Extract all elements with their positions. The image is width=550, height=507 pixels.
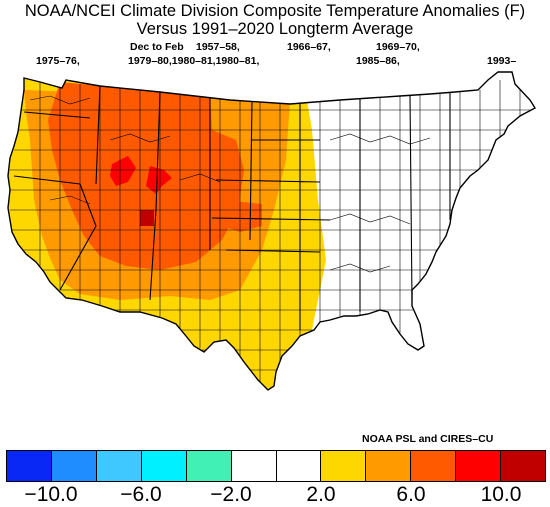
year-label: 1966–67, bbox=[287, 41, 331, 53]
division-borders bbox=[10, 80, 530, 382]
year-label: 1957–58, bbox=[196, 41, 240, 53]
anomaly-region bbox=[222, 200, 262, 232]
anomaly-region bbox=[48, 82, 244, 270]
year-label: 1979–80,1980–81,1980–81, bbox=[128, 55, 260, 67]
season-label: Dec to Feb bbox=[130, 41, 184, 53]
legend-tick-label: −10.0 bbox=[24, 483, 78, 506]
legend-swatch bbox=[501, 451, 546, 481]
legend-swatch bbox=[276, 451, 322, 481]
legend-swatch bbox=[7, 451, 52, 481]
map-title-line-1: NOAA/NCEI Climate Division Composite Tem… bbox=[24, 2, 526, 20]
us-outline bbox=[7, 71, 536, 391]
color-legend bbox=[6, 450, 546, 482]
map-title-line-2: Versus 1991–2020 Longterm Average bbox=[136, 20, 414, 38]
anomaly-region bbox=[146, 166, 172, 194]
us-climate-division-map bbox=[7, 71, 536, 391]
legend-tick-label: 10.0 bbox=[480, 483, 522, 506]
legend-swatch bbox=[456, 451, 502, 481]
year-label: 1969–70, bbox=[376, 41, 420, 53]
legend-tick-label: −2.0 bbox=[210, 483, 252, 506]
legend-swatch bbox=[231, 451, 277, 481]
legend-swatch bbox=[366, 451, 412, 481]
legend-swatch bbox=[51, 451, 97, 481]
legend-tick-label: 6.0 bbox=[396, 483, 426, 506]
legend-swatch bbox=[321, 451, 367, 481]
year-label: 1975–76, bbox=[36, 55, 80, 67]
year-label: 1993– bbox=[487, 55, 517, 67]
legend-tick-label: 2.0 bbox=[306, 483, 336, 506]
legend-swatch bbox=[186, 451, 232, 481]
anomaly-region bbox=[110, 156, 136, 186]
legend-swatch bbox=[411, 451, 457, 481]
legend-swatch bbox=[96, 451, 142, 481]
year-label: 1985–86, bbox=[356, 55, 400, 67]
credit-label: NOAA PSL and CIRES–CU bbox=[362, 433, 494, 445]
state-borders bbox=[13, 85, 451, 330]
legend-swatch bbox=[141, 451, 187, 481]
legend-tick-label: −6.0 bbox=[120, 483, 162, 506]
anomaly-region bbox=[140, 210, 154, 226]
